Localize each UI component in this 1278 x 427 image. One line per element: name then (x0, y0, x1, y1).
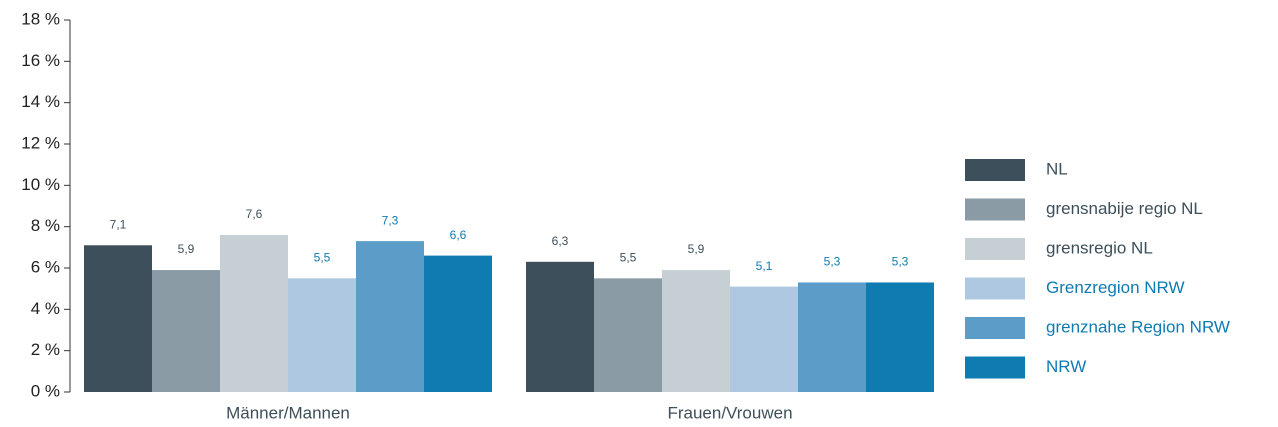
y-tick-label: 12 % (21, 133, 60, 152)
value-label: 5,5 (314, 251, 331, 265)
bar (220, 234, 288, 392)
legend-label: NL (1046, 159, 1068, 178)
y-tick-label: 8 % (31, 216, 60, 235)
bar (152, 270, 220, 392)
legend-swatch (965, 356, 1025, 379)
value-label: 7,1 (110, 217, 127, 231)
legend-label: Grenzregion NRW (1046, 278, 1185, 297)
value-label: 5,3 (824, 255, 841, 269)
bar (288, 278, 356, 392)
legend-swatch (965, 238, 1025, 260)
value-label: 5,1 (756, 259, 773, 273)
bar (594, 278, 662, 392)
y-tick-label: 16 % (21, 51, 60, 70)
y-tick-label: 14 % (21, 92, 60, 111)
y-tick-label: 18 % (21, 9, 60, 28)
y-tick-label: 6 % (31, 257, 60, 276)
legend-label: grenznahe Region NRW (1046, 317, 1230, 336)
bar (526, 261, 594, 392)
bar (866, 282, 934, 392)
value-label: 5,9 (178, 242, 195, 256)
value-label: 5,3 (892, 255, 909, 269)
legend-label: NRW (1046, 357, 1086, 376)
legend-swatch (965, 159, 1025, 181)
value-label: 6,3 (552, 234, 569, 248)
bar (662, 270, 730, 392)
bar (84, 245, 152, 392)
legend-swatch (965, 277, 1025, 300)
value-label: 7,3 (382, 213, 399, 227)
legend-swatch (965, 317, 1025, 339)
y-tick-label: 4 % (31, 299, 60, 318)
x-tick-label: Frauen/Vrouwen (667, 403, 792, 422)
legend-label: grensregio NL (1046, 238, 1153, 257)
y-tick-label: 2 % (31, 340, 60, 359)
legend-label: grensnabije regio NL (1046, 199, 1203, 218)
value-label: 5,9 (688, 242, 705, 256)
bar (730, 286, 798, 392)
legend-swatch (965, 198, 1025, 221)
y-tick-label: 10 % (21, 175, 60, 194)
bar (798, 282, 866, 392)
bar (356, 241, 424, 392)
value-label: 7,6 (246, 207, 263, 221)
x-tick-label: Männer/Mannen (226, 403, 350, 422)
value-label: 5,5 (620, 251, 637, 265)
bar (424, 255, 492, 392)
y-tick-label: 0 % (31, 381, 60, 400)
value-label: 6,6 (450, 228, 467, 242)
